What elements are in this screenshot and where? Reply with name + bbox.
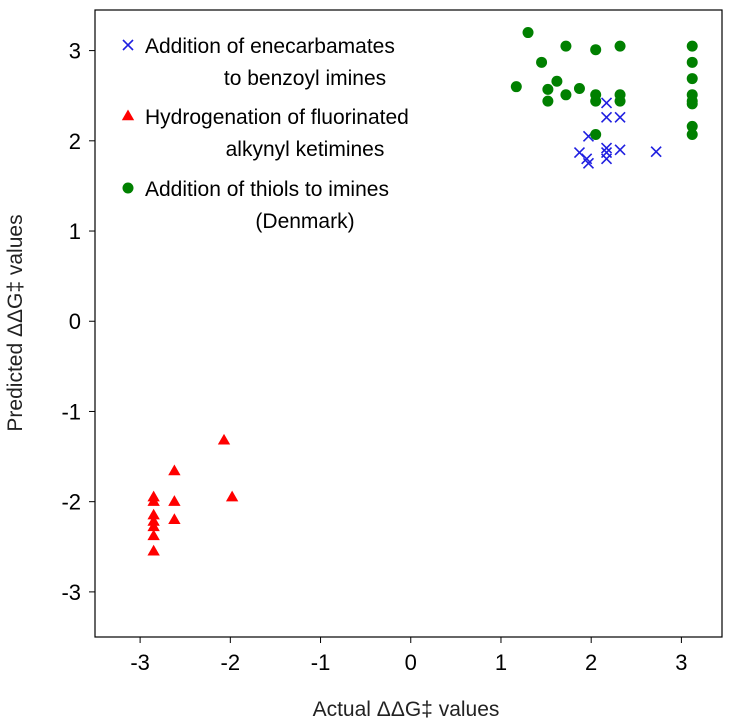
- legend-label-line: alkynyl ketimines: [226, 138, 385, 161]
- legend-marker-circle: [122, 182, 134, 194]
- x-axis-label: Actual ΔΔG‡ values: [313, 698, 500, 721]
- x-tick-label: 1: [495, 650, 507, 675]
- y-tick-label: -2: [61, 490, 81, 515]
- data-point-x: [600, 111, 613, 123]
- data-point-triangle: [147, 529, 160, 541]
- data-point-circle: [686, 40, 698, 52]
- y-tick-label: 0: [69, 309, 81, 334]
- data-point-circle: [551, 75, 563, 87]
- x-tick-label: 3: [675, 650, 687, 675]
- data-point-circle: [686, 56, 698, 68]
- y-axis-ticks: -3 -2 -1 0 1 2 3: [61, 39, 95, 605]
- data-point-circle: [522, 27, 534, 39]
- data-point-circle: [542, 95, 554, 107]
- data-points: [147, 27, 698, 556]
- x-tick-label: -3: [130, 650, 150, 675]
- data-point-circle: [614, 95, 626, 107]
- data-point-circle: [560, 40, 572, 52]
- data-point-x: [650, 146, 662, 158]
- data-point-circle: [560, 89, 572, 101]
- x-tick-label: 0: [405, 650, 417, 675]
- legend-label-line: Addition of thiols to imines: [145, 178, 389, 201]
- data-point-triangle: [147, 508, 160, 520]
- data-point-triangle: [147, 495, 160, 506]
- legend-marker-triangle: [121, 109, 135, 121]
- data-point-x: [614, 144, 626, 156]
- data-point-circle: [510, 81, 522, 93]
- data-point-triangle: [168, 495, 181, 506]
- data-point-triangle: [147, 520, 160, 532]
- legend: Addition of enecarbamates to benzoyl imin…: [121, 35, 409, 233]
- data-point-circle: [590, 95, 602, 107]
- data-point-triangle: [168, 513, 181, 524]
- data-point-x: [600, 97, 613, 109]
- legend-label-line: (Denmark): [255, 210, 354, 233]
- y-tick-label: 2: [69, 129, 81, 154]
- data-point-circle: [686, 98, 698, 110]
- x-tick-label: -2: [221, 650, 241, 675]
- data-point-circle: [686, 120, 698, 132]
- data-point-circle: [573, 82, 585, 94]
- data-point-x: [582, 157, 595, 169]
- x-tick-label: 2: [585, 650, 597, 675]
- data-point-circle: [686, 73, 698, 85]
- legend-marker-x: [122, 39, 134, 51]
- data-point-circle: [536, 56, 548, 68]
- data-point-triangle: [217, 433, 231, 445]
- data-point-triangle: [147, 544, 160, 556]
- data-point-x: [614, 111, 626, 123]
- data-point-circle: [590, 44, 602, 56]
- x-axis-ticks: -3 -2 -1 0 1 2 3: [130, 637, 688, 675]
- y-axis-label: Predicted ΔΔG‡ values: [4, 214, 27, 431]
- y-tick-label: -1: [61, 399, 81, 424]
- legend-label-line: to benzoyl imines: [224, 67, 386, 90]
- legend-label-line: Hydrogenation of fluorinated: [145, 106, 409, 129]
- y-tick-label: -3: [61, 580, 81, 605]
- data-point-x: [600, 142, 613, 154]
- x-tick-label: -1: [311, 650, 331, 675]
- data-point-triangle: [147, 515, 160, 526]
- data-point-circle: [614, 40, 626, 52]
- y-tick-label: 3: [69, 39, 81, 64]
- data-point-circle: [686, 128, 698, 140]
- y-tick-label: 1: [69, 219, 81, 244]
- data-point-circle: [590, 128, 602, 140]
- data-point-x: [600, 153, 613, 165]
- data-point-triangle: [225, 490, 239, 502]
- plot-frame: [94, 9, 723, 638]
- data-point-circle: [542, 83, 554, 95]
- legend-label-line: Addition of enecarbamates: [145, 35, 395, 58]
- data-point-triangle: [168, 464, 181, 476]
